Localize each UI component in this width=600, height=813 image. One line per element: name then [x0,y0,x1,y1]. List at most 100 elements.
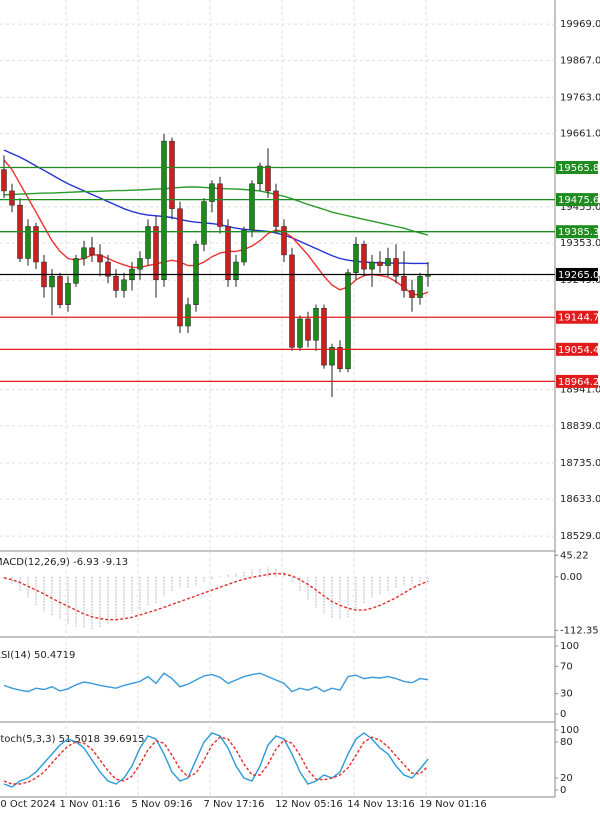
price-tag-label: 19265.0 [558,270,599,281]
candle-body [361,243,367,270]
signal-line [3,572,429,621]
candle-body [225,226,231,281]
price-tag-label: 19565.8 [558,163,599,174]
candle-body [97,254,103,263]
candle-body [81,247,87,259]
candle-body [121,279,127,291]
x-tick-label: 1 Nov 01:16 [59,799,120,810]
indicator-title: RSI(14) 50.4719 [0,650,75,661]
price-tag-label: 19054.4 [558,345,599,356]
candle-body [57,275,63,305]
candle-body [265,165,271,192]
candle-body [345,272,351,369]
y-tick-label: 30 [560,689,573,700]
candle-body [329,347,335,366]
price-tag-label: 19144.7 [558,313,599,324]
candle-body [393,258,399,277]
y-tick-label: 70 [560,661,573,672]
candle-body [377,261,383,266]
price-tag [556,374,598,388]
price-tag [556,267,598,281]
candle-body [417,275,423,298]
candle-body [337,347,343,369]
candle-body [257,165,263,185]
candle-body [313,307,319,341]
price-tag [556,342,598,356]
candle-body [1,169,7,192]
x-tick-label: 19 Nov 01:16 [419,799,486,810]
y-tick-label: 19353.0 [560,238,600,249]
candle-body [241,229,247,263]
candle-body [297,318,303,348]
candle-body [273,190,279,227]
x-tick-label: 7 Nov 17:16 [203,799,264,810]
y-tick-label: 0.00 [560,572,582,583]
price-tag-label: 19385.3 [558,227,599,238]
y-tick-label: 100 [560,641,579,652]
candle-body [137,258,143,270]
y-tick-label: 45.22 [560,550,589,561]
price-tag [556,193,598,207]
candle-body [73,258,79,284]
candle-body [49,275,55,288]
candle-body [249,183,255,231]
candle-body [65,283,71,305]
y-tick-label: 18839.0 [560,421,600,432]
indicator-line [3,732,429,788]
candle-body [105,261,111,277]
y-tick-label: 19867.0 [560,55,600,66]
y-tick-label: 20 [560,773,573,784]
candle-body [25,226,31,259]
price-tag [556,225,598,239]
y-tick-label: 19969.0 [560,19,600,30]
x-tick-label: 12 Nov 05:16 [275,799,342,810]
x-tick-label: 5 Nov 09:16 [131,799,192,810]
y-tick-label: -112.35 [560,625,599,636]
y-tick-label: 0 [560,709,566,720]
y-tick-label: 18735.0 [560,458,600,469]
candle-body [233,261,239,281]
indicator-line [3,736,429,785]
price-tag [556,310,598,324]
candle-body [89,247,95,256]
y-tick-label: 80 [560,737,573,748]
price-tag [556,161,598,175]
candle-body [185,304,191,327]
candle-body [369,261,375,270]
candle-body [385,258,391,266]
candle-body [169,140,175,209]
candle-body [289,254,295,348]
candle-body [113,275,119,291]
y-tick-label: 18529.0 [560,531,600,542]
price-tag-label: 19475.6 [558,195,599,206]
candle-body [153,226,159,281]
y-tick-label: 19455.0 [560,202,600,213]
y-tick-label: 0 [560,785,566,796]
candle-body [321,307,327,366]
indicator-line [3,672,429,693]
candle-body [201,201,207,245]
y-tick-label: 19763.0 [560,92,600,103]
candle-body [9,190,15,206]
y-tick-label: 100 [560,725,579,736]
y-tick-label: 18941.0 [560,385,600,396]
candle-body [305,318,311,341]
x-tick-label: 30 Oct 2024 [0,799,56,810]
candle-body [281,226,287,256]
candle-body [209,183,215,202]
indicator-title: MACD(12,26,9) -6.93 -9.13 [0,557,128,568]
y-tick-label: 18633.0 [560,494,600,505]
price-tag-label: 18964.2 [558,377,599,388]
indicator-title: Stoch(5,3,3) 51.5018 39.6915 [0,734,145,745]
candle-body [353,243,359,273]
moving-average [3,186,429,236]
candle-body [409,290,415,298]
candle-body [401,275,407,291]
candle-body [145,226,151,259]
candle-body [161,140,167,281]
candle-body [177,208,183,327]
x-tick-label: 14 Nov 13:16 [347,799,414,810]
candle-body [33,226,39,263]
y-tick-label: 19661.0 [560,129,600,140]
